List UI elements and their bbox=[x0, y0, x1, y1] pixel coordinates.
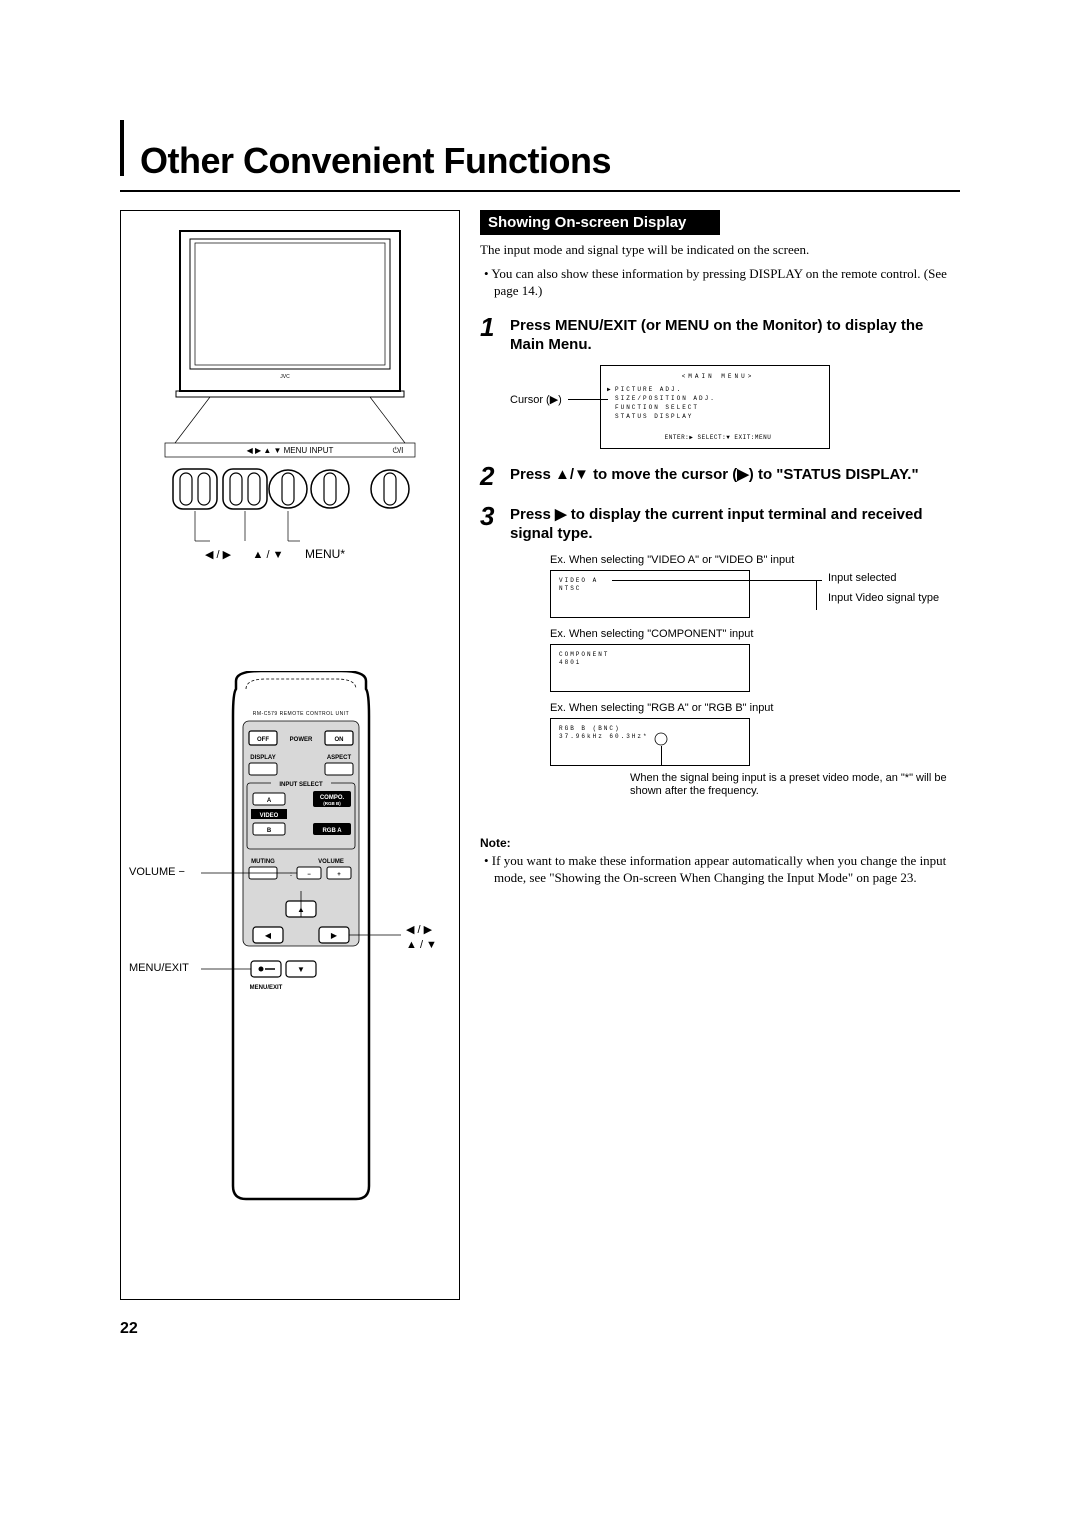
menu-item: SIZE/POSITION ADJ. bbox=[615, 394, 821, 403]
ex1-annot2: Input Video signal type bbox=[828, 592, 958, 605]
svg-text:OFF: OFF bbox=[257, 737, 269, 743]
monitor-button-row bbox=[173, 469, 409, 509]
menu-item: STATUS DISPLAY bbox=[615, 412, 821, 421]
ex1-annot1: Input selected bbox=[828, 572, 897, 585]
svg-text:RM-C579 REMOTE CONTROL UNIT: RM-C579 REMOTE CONTROL UNIT bbox=[253, 711, 349, 717]
step-2-num: 2 bbox=[480, 463, 510, 489]
svg-text:VIDEO: VIDEO bbox=[260, 813, 279, 819]
svg-text:▲ / ▼: ▲ / ▼ bbox=[253, 549, 284, 561]
ex2-label: Ex. When selecting "COMPONENT" input bbox=[550, 628, 960, 640]
ex3-label: Ex. When selecting "RGB A" or "RGB B" in… bbox=[550, 702, 960, 714]
svg-text:RGB A: RGB A bbox=[322, 828, 342, 834]
step-3-text: Press ▶ to display the current input ter… bbox=[510, 503, 960, 544]
svg-text:A: A bbox=[267, 798, 272, 804]
ex3-line1: RGB B (BNC) bbox=[559, 725, 741, 733]
svg-text:MUTING: MUTING bbox=[251, 859, 275, 865]
ex1-leader-1v bbox=[816, 580, 817, 592]
callout-ud: ▲ / ▼ bbox=[406, 939, 437, 951]
svg-text:(RGB B): (RGB B) bbox=[323, 801, 341, 806]
callout-lr: ◀ / ▶ bbox=[406, 923, 432, 936]
remote-diagram: RM-C579 REMOTE CONTROL UNIT OFF POWER ON… bbox=[131, 671, 451, 1231]
ex2-line1: COMPONENT bbox=[559, 651, 741, 659]
note-body: • If you want to make these information … bbox=[480, 852, 960, 887]
svg-text:⏻/I: ⏻/I bbox=[393, 446, 404, 455]
ex3-leader-v bbox=[661, 746, 662, 764]
svg-text:▼: ▼ bbox=[297, 965, 305, 974]
svg-text:DISPLAY: DISPLAY bbox=[250, 755, 275, 761]
svg-text:+: + bbox=[337, 872, 341, 878]
monitor-btn-labels: ◀ ▶ ▲ ▼ MENU INPUT bbox=[247, 446, 334, 455]
title-rule-horizontal bbox=[120, 190, 960, 192]
ex1-line1: VIDEO A bbox=[559, 577, 741, 585]
content-column: Showing On-screen Display The input mode… bbox=[480, 210, 960, 887]
svg-text:−: − bbox=[307, 872, 311, 878]
section-header: Showing On-screen Display bbox=[480, 210, 720, 235]
ex1-leader-1 bbox=[612, 580, 822, 581]
page-number: 22 bbox=[120, 1320, 138, 1338]
step-3: 3 Press ▶ to display the current input t… bbox=[480, 503, 960, 544]
title-rule-vertical bbox=[120, 120, 124, 176]
svg-text:ON: ON bbox=[335, 737, 344, 743]
ex2-line2: 480i bbox=[559, 659, 741, 667]
callout-volume: VOLUME − bbox=[129, 866, 185, 878]
intro-bullet: • You can also show these information by… bbox=[480, 265, 960, 300]
cursor-marker: ▶ bbox=[607, 385, 613, 394]
svg-text:◀ / ▶: ◀ / ▶ bbox=[205, 549, 232, 561]
svg-text:VOLUME: VOLUME bbox=[318, 859, 344, 865]
page-title: Other Convenient Functions bbox=[140, 140, 611, 182]
menu-item: PICTURE ADJ. bbox=[615, 386, 682, 393]
ex1-box: VIDEO A NTSC bbox=[550, 570, 750, 618]
main-menu-figure: Cursor (▶) <MAIN MENU> ▶ PICTURE ADJ. SI… bbox=[510, 365, 960, 449]
ex3-annot: When the signal being input is a preset … bbox=[630, 772, 950, 798]
ex1-line2: NTSC bbox=[559, 585, 741, 593]
ex2-box: COMPONENT 480i bbox=[550, 644, 750, 692]
ex3-line2: 37.96kHz 60.3Hz* bbox=[559, 733, 741, 741]
svg-text:POWER: POWER bbox=[290, 737, 313, 743]
intro-text: The input mode and signal type will be i… bbox=[480, 241, 960, 259]
menu-footer: ENTER:▶ SELECT:▼ EXIT:MENU bbox=[615, 433, 821, 442]
svg-text:MENU/EXIT: MENU/EXIT bbox=[250, 985, 283, 991]
svg-text:▶: ▶ bbox=[331, 931, 338, 940]
step-2: 2 Press ▲/▼ to move the cursor (▶) to "S… bbox=[480, 463, 960, 489]
ex1-label: Ex. When selecting "VIDEO A" or "VIDEO B… bbox=[550, 554, 960, 566]
step-1-num: 1 bbox=[480, 314, 510, 340]
svg-text:B: B bbox=[267, 828, 272, 834]
callout-menu-exit: MENU/EXIT bbox=[129, 962, 189, 974]
note-heading: Note: bbox=[480, 836, 960, 850]
svg-text:◀: ◀ bbox=[265, 931, 272, 940]
svg-text:ASPECT: ASPECT bbox=[327, 755, 352, 761]
asterisk-circle bbox=[654, 732, 668, 746]
step-2-text: Press ▲/▼ to move the cursor (▶) to "STA… bbox=[510, 463, 919, 485]
ex3-box: RGB B (BNC) 37.96kHz 60.3Hz* bbox=[550, 718, 750, 766]
menu-item: FUNCTION SELECT bbox=[615, 403, 821, 412]
cursor-label: Cursor (▶) bbox=[510, 393, 562, 406]
remote-diagram-wrap: RM-C579 REMOTE CONTROL UNIT OFF POWER ON… bbox=[131, 671, 449, 1231]
menu-title: <MAIN MENU> bbox=[615, 372, 821, 381]
step-1-text: Press MENU/EXIT (or MENU on the Monitor)… bbox=[510, 314, 960, 355]
svg-text:MENU*: MENU* bbox=[305, 547, 345, 561]
svg-text:INPUT SELECT: INPUT SELECT bbox=[279, 782, 323, 788]
step-1: 1 Press MENU/EXIT (or MENU on the Monito… bbox=[480, 314, 960, 355]
figure-panel: JVC ◀ ▶ ▲ ▼ MENU INPUT ⏻/I bbox=[120, 210, 460, 1300]
main-menu-box: <MAIN MENU> ▶ PICTURE ADJ. SIZE/POSITION… bbox=[600, 365, 830, 449]
ex1-leader-2v bbox=[816, 592, 817, 610]
step-3-num: 3 bbox=[480, 503, 510, 529]
svg-text:JVC: JVC bbox=[280, 374, 290, 380]
monitor-diagram: JVC ◀ ▶ ▲ ▼ MENU INPUT ⏻/I bbox=[140, 221, 440, 561]
